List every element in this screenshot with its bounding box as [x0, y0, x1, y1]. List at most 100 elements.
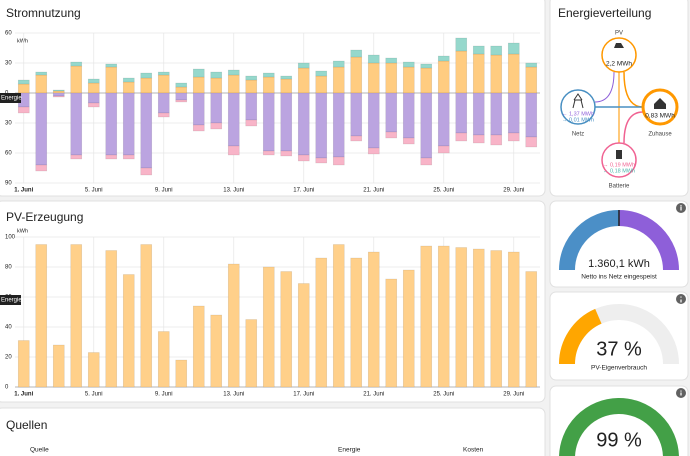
bar	[192, 92, 205, 126]
bar	[262, 76, 275, 94]
bar	[385, 62, 398, 94]
bar	[35, 244, 48, 388]
bar	[70, 92, 83, 156]
x-tick-label: 13. Juni	[223, 188, 244, 194]
bar	[35, 74, 48, 94]
bar	[350, 56, 363, 94]
bar	[402, 92, 415, 139]
y-tick-label: 90	[5, 181, 12, 187]
bar	[472, 45, 485, 55]
gauge-value-arc	[559, 308, 602, 365]
bar	[52, 95, 65, 98]
bar	[17, 79, 30, 85]
pv-node	[601, 37, 637, 73]
bar	[490, 45, 503, 56]
bar	[192, 76, 205, 94]
bar	[367, 147, 380, 155]
bar	[402, 269, 415, 388]
gauge-subtitle: Netto ins Netz eingespeist	[581, 274, 657, 281]
bar	[472, 92, 485, 136]
node-label: PV	[615, 31, 623, 37]
bar	[315, 70, 328, 77]
bar	[455, 50, 468, 94]
bar	[472, 53, 485, 94]
x-tick-label: 17. Juni	[293, 392, 314, 398]
x-tick-label: 9. Juni	[155, 392, 173, 398]
bar	[175, 92, 188, 101]
bar	[157, 74, 170, 94]
bar	[122, 92, 135, 156]
bar	[105, 92, 118, 156]
bar	[350, 257, 363, 388]
bar	[157, 112, 170, 118]
bar	[105, 154, 118, 160]
bar	[507, 53, 520, 94]
bar	[437, 60, 450, 94]
gauge-arc	[618, 210, 679, 271]
x-tick-label: 9. Juni	[155, 188, 173, 194]
node-value: 0,83 MWh	[645, 113, 675, 120]
bar	[525, 66, 538, 94]
node-label: Netz	[572, 132, 584, 138]
bar	[437, 92, 450, 147]
axis-unit: kWh	[17, 228, 28, 234]
bar	[420, 245, 433, 388]
chart-title: Stromnutzung	[6, 6, 81, 20]
node-label: Zuhause	[648, 132, 672, 138]
bar	[367, 92, 380, 149]
x-tick-label: 29. Juni	[503, 392, 524, 398]
bar	[157, 92, 170, 114]
bar	[332, 66, 345, 94]
gauge-value: 99 %	[596, 429, 642, 451]
bar	[297, 92, 310, 156]
bar	[507, 251, 520, 388]
bar	[105, 250, 118, 388]
bar	[455, 247, 468, 388]
bar	[367, 54, 380, 64]
info-icon[interactable]	[676, 294, 686, 304]
grid-node	[560, 89, 596, 125]
bar	[175, 86, 188, 94]
bar	[245, 119, 258, 127]
bar	[262, 266, 275, 388]
bar	[367, 62, 380, 94]
bar	[472, 248, 485, 388]
x-tick-label: 13. Juni	[223, 392, 244, 398]
bar	[122, 81, 135, 94]
bar	[87, 102, 100, 108]
x-tick-label: 5. Juni	[85, 392, 103, 398]
y-tick-label: 30	[5, 121, 12, 127]
bar	[332, 156, 345, 166]
bar	[297, 283, 310, 388]
bar	[455, 132, 468, 142]
bar	[245, 92, 258, 121]
bar	[192, 68, 205, 78]
energy-distribution: Energieverteilung PV 2,2 MWh ← 1,37 MWh …	[558, 6, 679, 190]
bar	[210, 71, 223, 79]
bar	[52, 89, 65, 92]
bar	[140, 167, 153, 176]
bar	[402, 137, 415, 145]
x-tick-label: 21. Juni	[363, 392, 384, 398]
bar	[245, 79, 258, 94]
y-tick-label: 100	[5, 235, 16, 241]
column-header: Kosten	[463, 447, 484, 454]
x-tick-label: 21. Juni	[363, 188, 384, 194]
bar	[280, 75, 293, 80]
pv-icon	[614, 43, 624, 48]
card-title: Energieverteilung	[558, 6, 651, 20]
x-tick-label: 5. Juni	[85, 188, 103, 194]
bar	[210, 92, 223, 124]
home-icon	[654, 98, 666, 109]
node-label: Batterie	[609, 184, 630, 190]
x-tick-label: 17. Juni	[293, 188, 314, 194]
bar	[210, 77, 223, 94]
bar	[490, 134, 503, 146]
tooltip-tag	[0, 93, 21, 103]
bar	[315, 75, 328, 94]
card-title: Quellen	[6, 418, 47, 432]
bar	[490, 250, 503, 388]
bar	[297, 154, 310, 162]
bar	[350, 49, 363, 58]
